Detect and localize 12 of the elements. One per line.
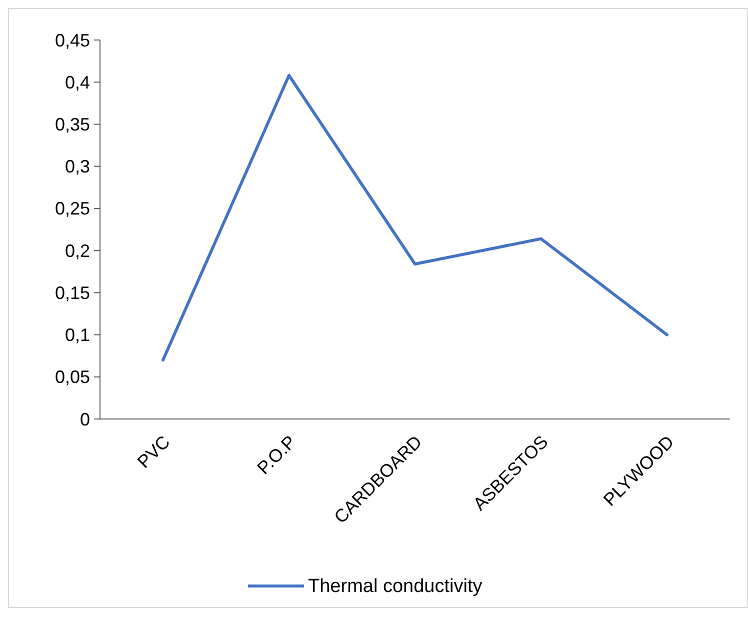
y-tick-label: 0,25 xyxy=(54,198,90,219)
legend-label: Thermal conductivity xyxy=(308,576,483,597)
y-tick-label: 0 xyxy=(80,409,90,430)
y-tick-label: 0,15 xyxy=(54,282,90,303)
line-series xyxy=(162,74,668,362)
y-tick-label: 0,4 xyxy=(64,72,90,92)
y-tick-label: 0,3 xyxy=(64,156,90,177)
y-tick-label: 0,45 xyxy=(54,30,90,50)
y-tick-label: 0,35 xyxy=(54,114,90,135)
y-tick-label: 0,05 xyxy=(54,367,90,388)
y-tick-label: 0,1 xyxy=(64,325,90,346)
y-tick-label: 0,2 xyxy=(64,240,90,261)
